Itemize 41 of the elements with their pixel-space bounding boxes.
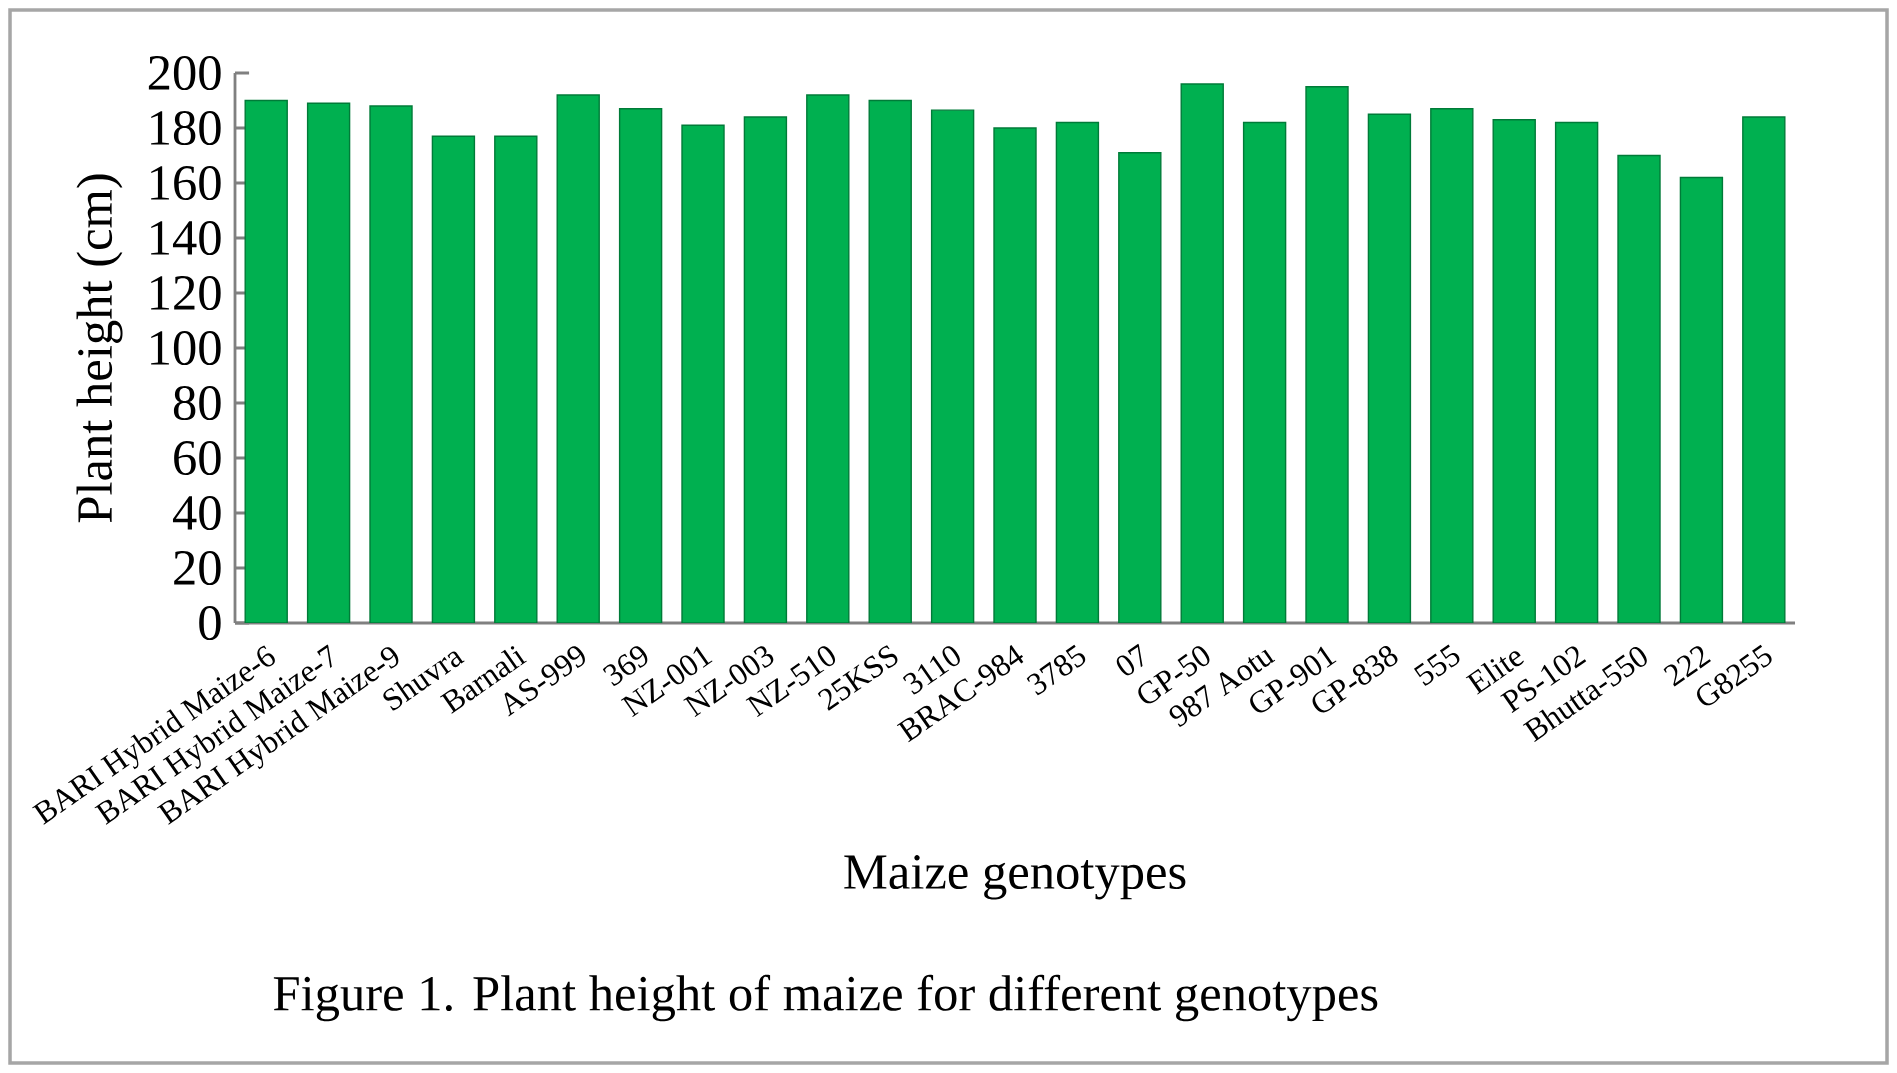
bar bbox=[1180, 83, 1224, 624]
bar bbox=[1367, 113, 1412, 624]
x-tick-label: 555 bbox=[1413, 644, 1460, 686]
y-axis-title: Plant height (cm) bbox=[76, 174, 123, 523]
bar bbox=[1430, 108, 1474, 624]
y-tick-label: 80 bbox=[173, 385, 221, 421]
bar bbox=[306, 102, 351, 624]
bar bbox=[1742, 116, 1786, 624]
x-axis-title: Maize genotypes bbox=[844, 855, 1186, 900]
y-tick-label: 100 bbox=[151, 330, 221, 366]
bar bbox=[618, 108, 663, 624]
bar bbox=[1679, 176, 1724, 624]
caption: Figure 1. Plant height of maize for different genotypes bbox=[273, 974, 1378, 1022]
bar bbox=[930, 109, 975, 624]
bar bbox=[1492, 119, 1536, 624]
y-tick-label: 140 bbox=[151, 220, 221, 256]
x-tick-label: 3785 bbox=[1026, 644, 1086, 696]
y-tick-label: 20 bbox=[174, 550, 221, 586]
y-tick-label: 160 bbox=[151, 165, 221, 201]
bar bbox=[743, 116, 788, 624]
bar bbox=[494, 135, 538, 624]
bar bbox=[369, 105, 413, 624]
y-tick-label: 60 bbox=[174, 440, 221, 476]
bar bbox=[244, 99, 288, 624]
bar bbox=[431, 135, 476, 624]
y-tick-label: 180 bbox=[151, 110, 221, 146]
bar bbox=[868, 99, 912, 624]
bar bbox=[681, 124, 725, 624]
y-tick-label: 40 bbox=[172, 495, 221, 531]
bar bbox=[1055, 121, 1100, 624]
y-tick-label: 200 bbox=[148, 55, 221, 91]
bar bbox=[1118, 152, 1162, 624]
bar bbox=[993, 127, 1037, 624]
bar bbox=[556, 94, 600, 624]
y-tick-label: 120 bbox=[151, 275, 221, 311]
y-tick-label: 0 bbox=[199, 605, 221, 641]
bar bbox=[1554, 121, 1599, 624]
bar bbox=[1617, 154, 1661, 624]
bar bbox=[806, 94, 850, 624]
bar bbox=[1305, 86, 1349, 624]
bar bbox=[1242, 121, 1287, 624]
